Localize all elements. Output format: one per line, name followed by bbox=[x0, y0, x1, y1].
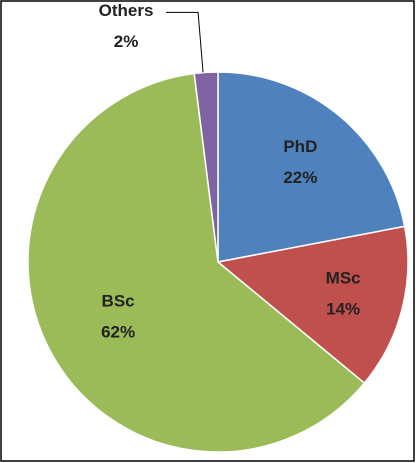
slice-label: PhD bbox=[283, 137, 317, 156]
slice-value-label: 14% bbox=[326, 300, 360, 319]
slice-label: BSc bbox=[102, 291, 135, 310]
slice-value-label: 22% bbox=[283, 168, 317, 187]
slice-label: MSc bbox=[326, 269, 361, 288]
pie-slice bbox=[27, 72, 366, 453]
slice-value-label: 62% bbox=[101, 322, 135, 341]
slice-label: Others bbox=[99, 1, 154, 20]
pie-slice bbox=[216, 225, 409, 385]
pie-slice bbox=[193, 71, 219, 263]
leader-line bbox=[166, 11, 204, 73]
slice-value-label: 2% bbox=[114, 32, 139, 51]
pie-slice bbox=[217, 71, 406, 263]
